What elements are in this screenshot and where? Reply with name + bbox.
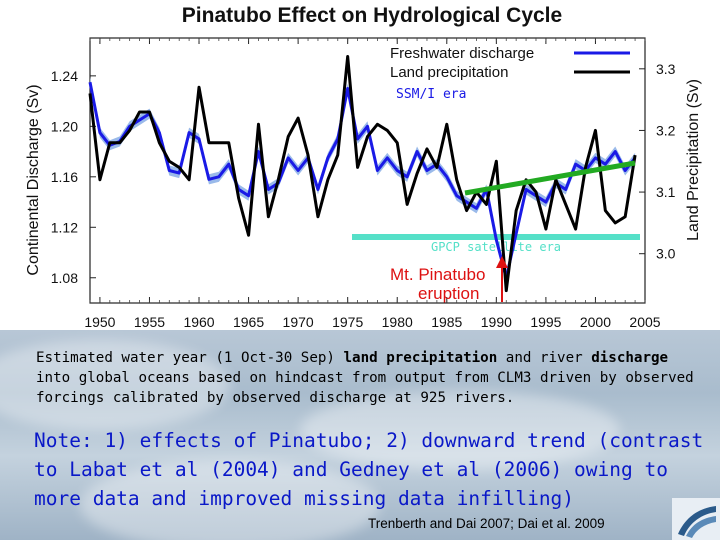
x-tick-label: 2000 <box>580 314 611 330</box>
caption-text: and river <box>497 350 592 366</box>
eruption-label-line2: eruption <box>418 284 479 303</box>
note-text: Note: 1) effects of Pinatubo; 2) downwar… <box>34 429 704 510</box>
y-axis-right-label: Land Precipitation (Sv) <box>685 79 702 241</box>
y-left-tick-label: 1.16 <box>51 169 78 185</box>
x-tick-label: 1975 <box>332 314 363 330</box>
caption-text: Estimated water year (1 Oct-30 Sep) <box>36 350 344 366</box>
eruption-arrow-icon <box>496 256 508 268</box>
hydrological-cycle-chart: Pinatubo Effect on Hydrological Cycle 19… <box>25 4 702 330</box>
eruption-label-line1: Mt. Pinatubo <box>390 265 485 284</box>
y-right-tick-label: 3.3 <box>656 61 676 77</box>
precipitation-trend-line <box>464 160 636 196</box>
caption-text: into global oceans based on hindcast fro… <box>36 370 694 406</box>
series-line-discharge <box>88 81 637 280</box>
x-tick-label: 1995 <box>530 314 561 330</box>
ssmi-era-label: SSM/I era <box>396 87 466 102</box>
y-right-tick-label: 3.1 <box>656 184 676 200</box>
x-tick-label: 1950 <box>84 314 115 330</box>
x-tick-label: 1965 <box>233 314 264 330</box>
caption-bold-precipitation: land precipitation <box>343 350 498 366</box>
background-cloud <box>0 340 230 430</box>
x-tick-label: 1990 <box>481 314 512 330</box>
series-layer <box>88 54 637 293</box>
series-line-precipitation <box>88 54 637 293</box>
y-right-tick-label: 3.0 <box>656 246 676 262</box>
background-cloud <box>80 460 380 550</box>
legend-label-discharge: Freshwater discharge <box>390 45 534 62</box>
caption-bold-discharge: discharge <box>591 350 669 366</box>
y-left-tick-label: 1.20 <box>51 118 78 134</box>
y-axis-left-label: Continental Discharge (Sv) <box>25 84 42 275</box>
chart-panel: Pinatubo Effect on Hydrological Cycle 19… <box>25 4 702 330</box>
x-tick-label: 1960 <box>183 314 214 330</box>
chart-title: Pinatubo Effect on Hydrological Cycle <box>182 4 562 27</box>
figure-caption: Estimated water year (1 Oct-30 Sep) land… <box>36 348 696 408</box>
legend: Freshwater discharge Land precipitation <box>390 45 630 81</box>
caption-panel <box>0 330 720 550</box>
background-cloud <box>300 390 620 470</box>
gpcp-era-label: GPCP satellite era <box>431 240 561 254</box>
credit-text: Trenberth and Dai 2007; Dai et al. 2009 <box>368 516 605 531</box>
y-right-tick-label: 3.2 <box>656 122 676 138</box>
x-tick-label: 1980 <box>382 314 413 330</box>
legend-label-precipitation: Land precipitation <box>390 64 508 81</box>
x-tick-label: 2005 <box>629 314 660 330</box>
y-left-tick-label: 1.08 <box>51 270 78 286</box>
organization-logo-icon <box>672 498 720 540</box>
x-tick-label: 1970 <box>283 314 314 330</box>
y-left-tick-label: 1.12 <box>51 219 78 235</box>
x-tick-label: 1955 <box>134 314 165 330</box>
x-tick-label: 1985 <box>431 314 462 330</box>
axis-ticks: 1950 1955 1960 1965 1970 1975 1980 1985 1990 1995… <box>51 38 676 330</box>
y-left-tick-label: 1.24 <box>51 68 78 84</box>
